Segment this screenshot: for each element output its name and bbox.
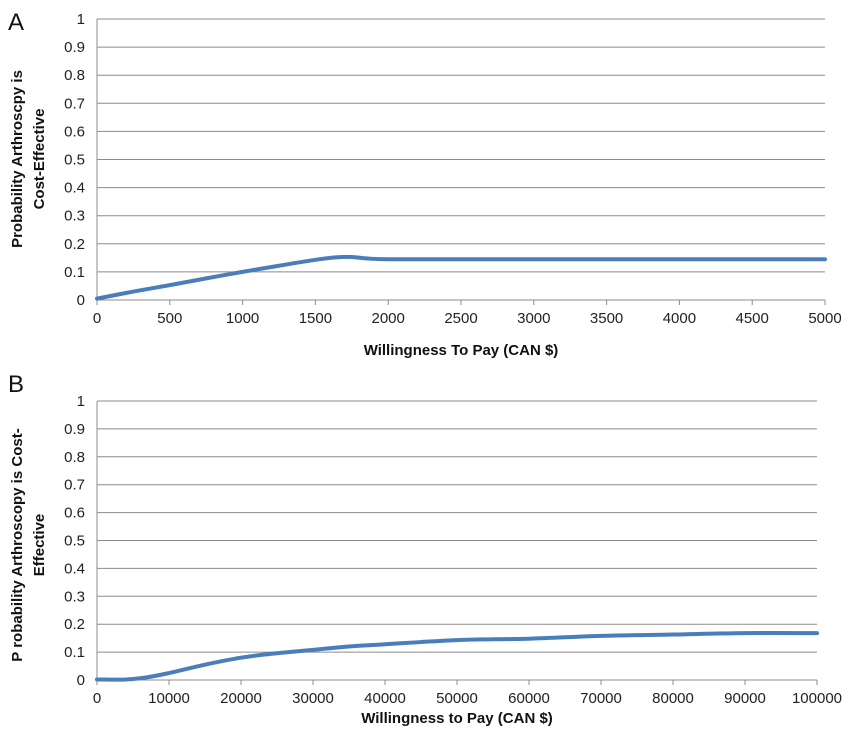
chart-panel-a: A 0 0.1 0.2 0.3 0.4 0.5 0.6 0.7 0.8 0.9 1 0 500 1000 15… [8,9,842,359]
x-tick-label: 3500 [590,310,623,327]
y-tick-label: 0.7 [64,95,85,112]
panel-label-b: B [8,371,24,398]
series-line-b [95,631,819,682]
y-tick-label: 0.4 [64,560,85,577]
y-tick-label: 0.6 [64,505,85,522]
y-tick-label: 0.2 [64,616,85,633]
y-tick-label: 0.9 [64,421,85,438]
y-tick-label: 1 [77,11,85,28]
x-tick-label: 4000 [663,310,696,327]
y-tick-label: 0.7 [64,477,85,494]
x-tick-label: 2500 [444,310,477,327]
y-tick-label: 0.1 [64,644,85,661]
y-tick-label: 0.1 [64,264,85,281]
y-axis-title-line-2: Effective [31,514,48,577]
x-tick-label: 50000 [436,690,478,707]
y-tick-label: 0.3 [64,588,85,605]
y-tick-label: 0.2 [64,236,85,253]
x-tick-label: 3000 [517,310,550,327]
x-tick-label: 70000 [580,690,622,707]
x-axis-title: Willingness to Pay (CAN $) [361,710,553,727]
chart-b-svg: B 0 0.1 0.2 0.3 0.4 0.5 0.6 0.7 0.8 0.9 1 0 10000 2000… [8,371,842,727]
y-tick-label: 0 [77,672,85,689]
x-tick-label: 100000 [792,690,842,707]
y-tick-label: 0.4 [64,180,85,197]
series-line-a [95,254,827,301]
x-tick-label: 80000 [652,690,694,707]
x-tick-label: 1500 [299,310,332,327]
x-tick-label: 90000 [724,690,766,707]
x-tick-label: 60000 [508,690,550,707]
chart-panel-b: B 0 0.1 0.2 0.3 0.4 0.5 0.6 0.7 0.8 0.9 1 0 10000 2000… [0,368,857,735]
x-tick-label: 500 [157,310,182,327]
x-tick-label: 30000 [292,690,334,707]
x-tick-label: 0 [93,310,101,327]
x-tick-label: 40000 [364,690,406,707]
y-axis-title-line-1: Probability Arthroscpy is [9,70,26,248]
y-tick-label: 0.5 [64,533,85,550]
y-tick-label: 0.3 [64,208,85,225]
x-tick-label: 2000 [372,310,405,327]
y-tick-label: 0.8 [64,67,85,84]
y-tick-label: 0.5 [64,152,85,169]
y-tick-label: 1 [77,393,85,410]
x-tick-label: 4500 [736,310,769,327]
x-axis-title: Willingness To Pay (CAN $) [364,342,559,359]
x-tick-label: 10000 [148,690,190,707]
x-tick-label: 5000 [808,310,841,327]
y-tick-label: 0.8 [64,449,85,466]
y-tick-label: 0 [77,292,85,309]
y-axis-title-line-1: P robability Arthroscopy is Cost- [9,428,26,661]
chart-a-svg: A 0 0.1 0.2 0.3 0.4 0.5 0.6 0.7 0.8 0.9 1 0 500 1000 15… [8,9,842,359]
y-tick-label: 0.9 [64,39,85,56]
y-tick-label: 0.6 [64,123,85,140]
x-tick-label: 20000 [220,690,262,707]
x-tick-label: 1000 [226,310,259,327]
x-tick-label: 0 [93,690,101,707]
panel-label-a: A [8,9,24,36]
y-axis-title-line-2: Cost-Effective [31,109,48,210]
